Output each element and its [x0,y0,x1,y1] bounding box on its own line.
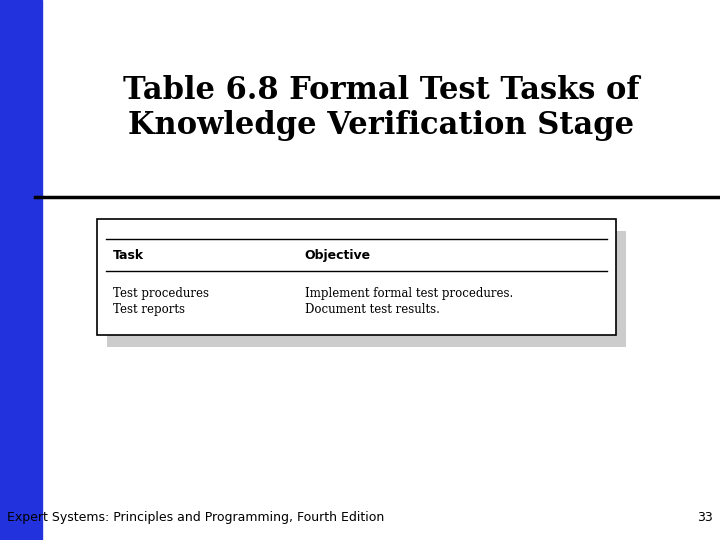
Text: Objective: Objective [305,249,371,262]
Text: Implement formal test procedures.: Implement formal test procedures. [305,287,513,300]
Bar [107,231,626,347]
Bar [0,0,42,540]
Text: 33: 33 [697,511,713,524]
Bar [97,219,616,335]
Text: Expert Systems: Principles and Programming, Fourth Edition: Expert Systems: Principles and Programmi… [7,511,384,524]
Text: Test reports: Test reports [113,303,185,316]
Text: Document test results.: Document test results. [305,303,439,316]
Text: Table 6.8 Formal Test Tasks of
Knowledge Verification Stage: Table 6.8 Formal Test Tasks of Knowledge… [122,75,639,141]
Text: Task: Task [113,249,144,262]
Text: Test procedures: Test procedures [113,287,209,300]
